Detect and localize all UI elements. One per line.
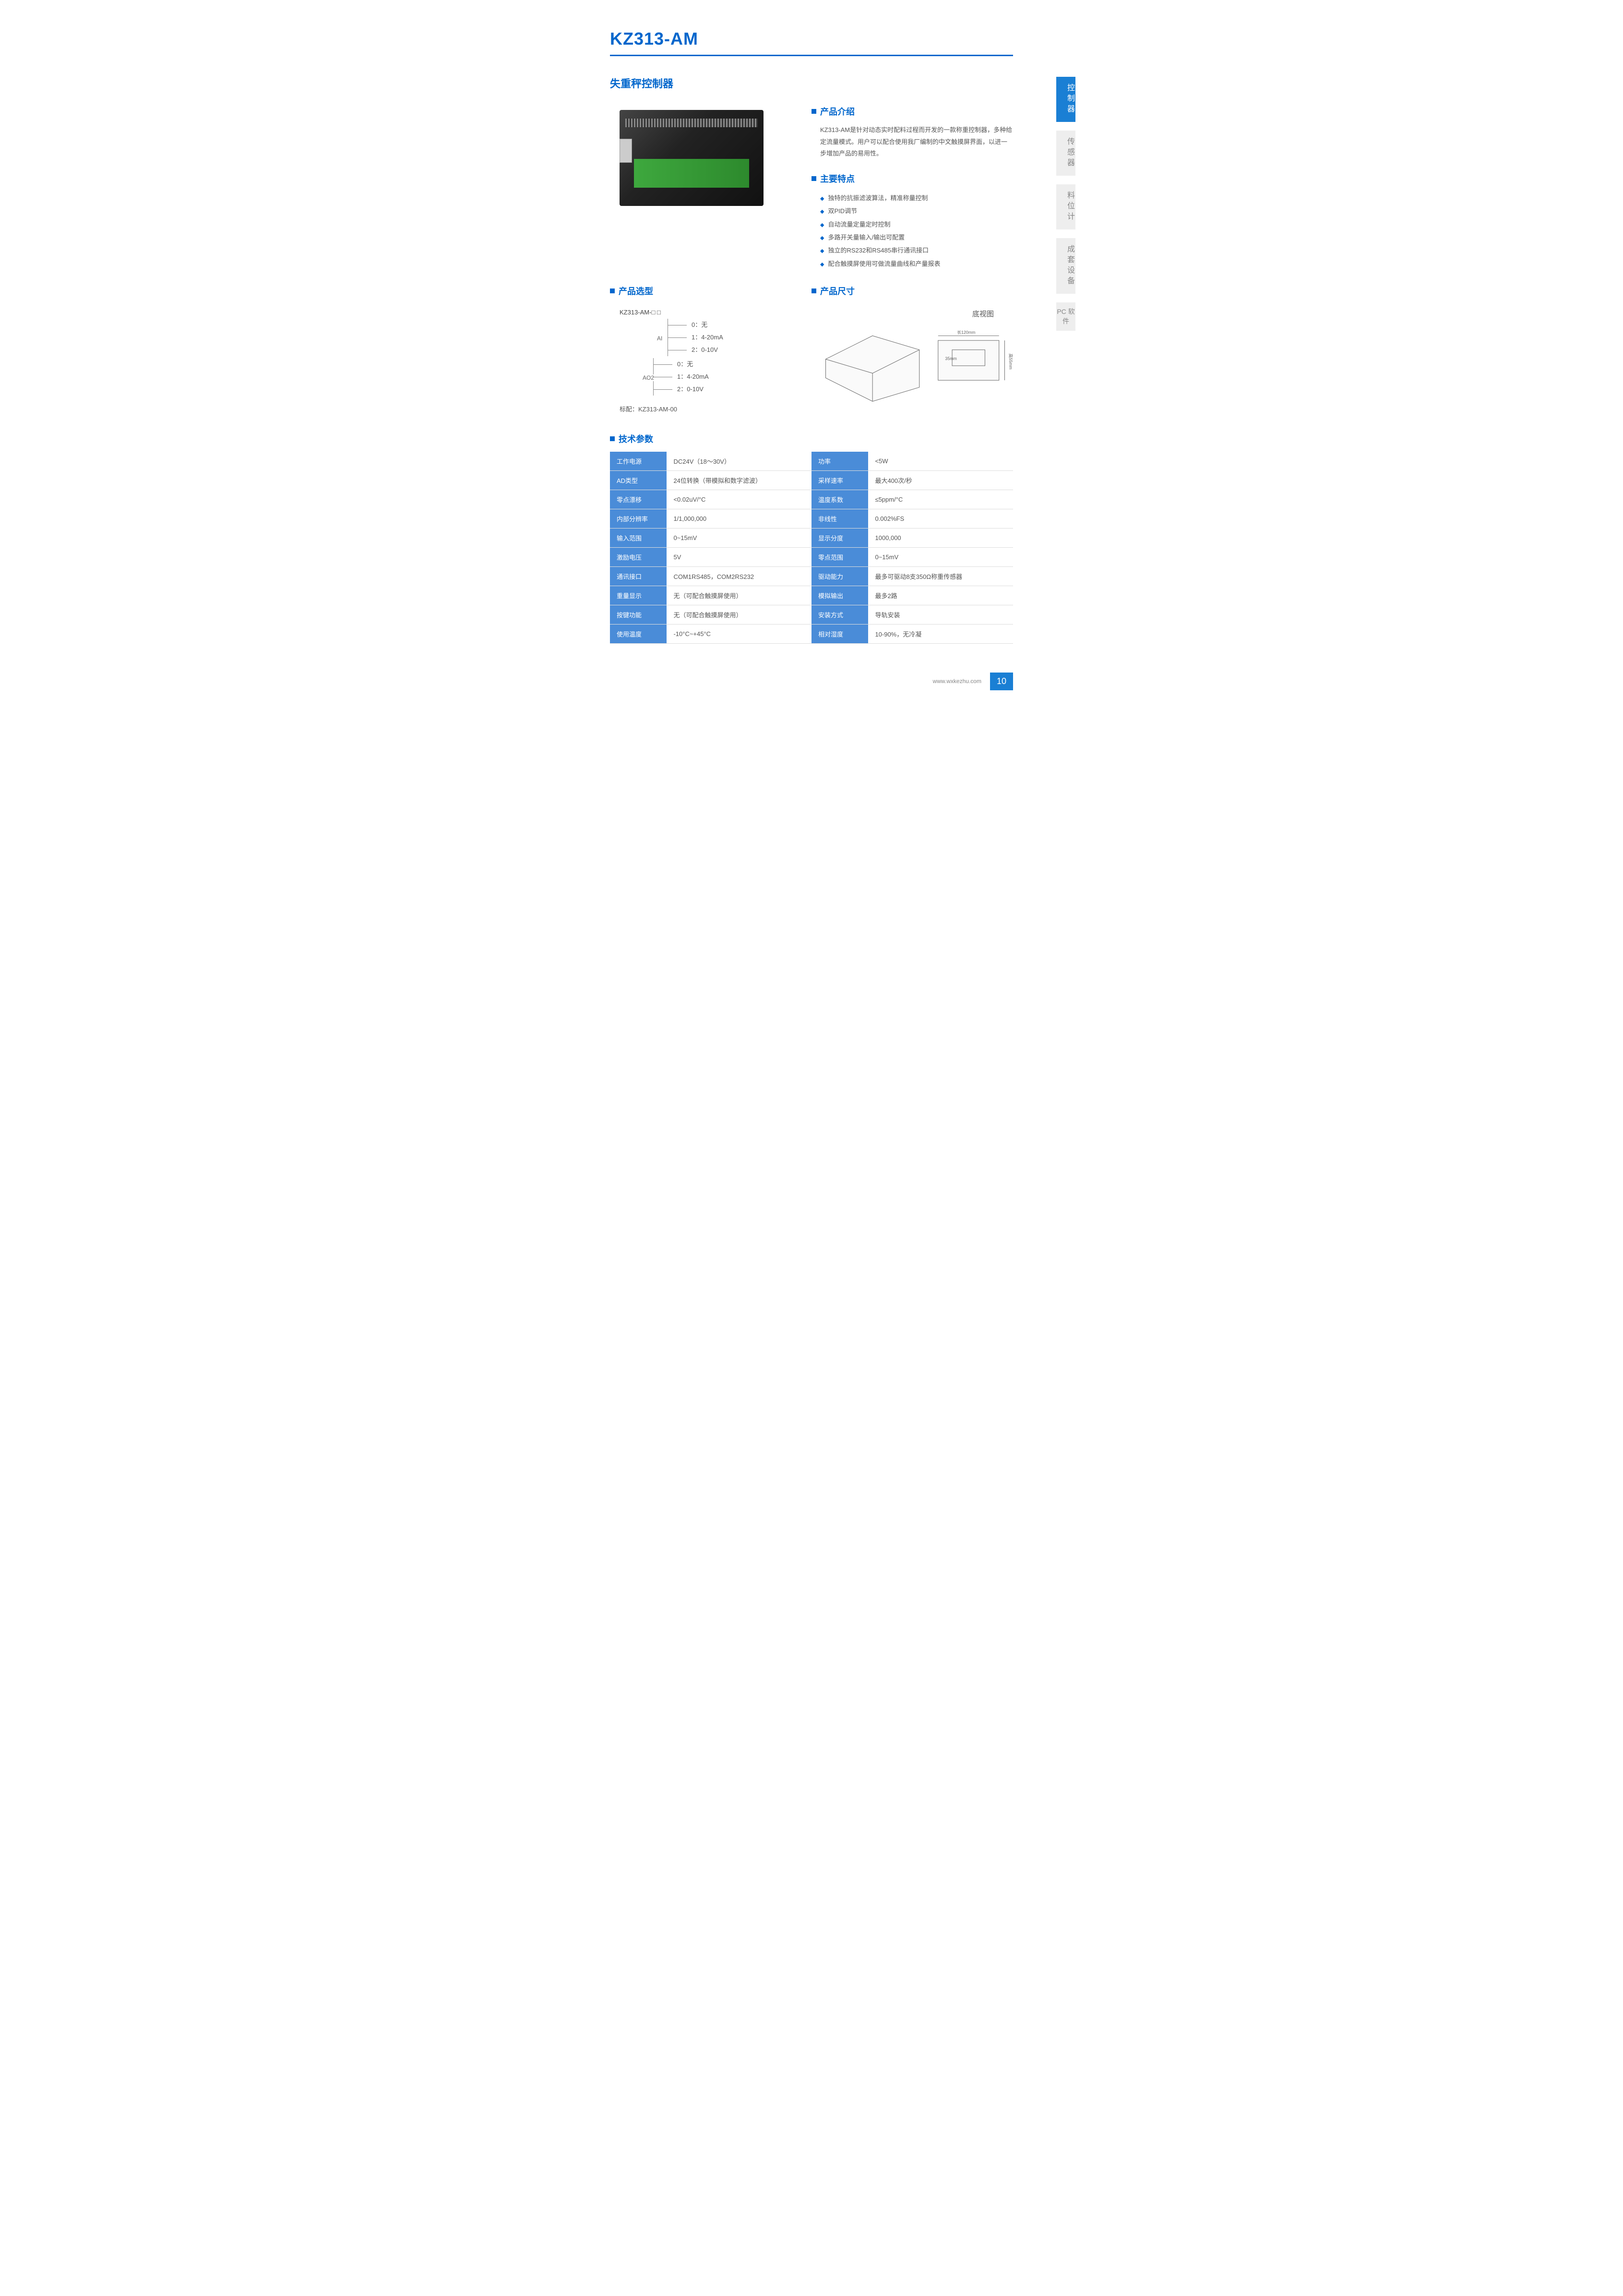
footer-page-number: 10 [990, 673, 1013, 690]
dim-din-text: 35mm [945, 356, 956, 361]
intro-col: 产品介绍 KZ313-AM是针对动态实时配料过程而开发的一款称重控制器，多种给定… [812, 105, 1013, 270]
side-tab-controller[interactable]: 控制器 [1056, 77, 1075, 122]
db-connector [620, 139, 632, 163]
table-row: AD类型24位转换（带模拟和数字滤波）采样速率最大400次/秒 [610, 470, 1013, 490]
dimensions-col: 产品尺寸 底视图 长120mm 高55mm 35mm [812, 285, 1013, 418]
side-tab-sensor[interactable]: 传感器 [1056, 131, 1075, 176]
page-footer: www.wxkezhu.com 10 [610, 673, 1013, 690]
intro-heading: 产品介绍 [812, 105, 1013, 118]
feature-item: 独特的抗振滤波算法，精准称量控制 [820, 192, 1013, 204]
page: KZ313-AM 失重秤控制器 产品介绍 KZ313-AM是针对动态实时配料过程… [572, 0, 1051, 709]
feature-item: 多路开关量输入/输出可配置 [820, 231, 1013, 244]
feature-item: 配合触摸屏使用可做流量曲线和产量报表 [820, 257, 1013, 270]
selection-option: 0：无 [687, 319, 792, 331]
model-title: KZ313-AM [610, 29, 1013, 49]
tech-section: 技术参数 工作电源DC24V（18～30V）功率<5W AD类型24位转换（带模… [610, 433, 1013, 644]
selection-option: 1：4-20mA [672, 371, 792, 383]
feature-item: 独立的RS232和RS485串行通讯接口 [820, 244, 1013, 257]
table-row: 工作电源DC24V（18～30V）功率<5W [610, 452, 1013, 471]
dimensions-heading: 产品尺寸 [812, 285, 1013, 297]
branch-tag: AO2 [642, 374, 655, 381]
product-photo [620, 110, 764, 206]
selection-branch-ao2: AO2 0：无 1：4-20mA 2：0-10V [653, 358, 792, 396]
selection-option: 1：4-20mA [687, 331, 792, 344]
selection-tree: AI 0：无 1：4-20mA 2：0-10V AO2 0：无 1：4-20mA… [620, 319, 792, 396]
dimensions-diagram: 底视图 长120mm 高55mm 35mm [812, 304, 1013, 409]
footer-url: www.wxkezhu.com [933, 678, 981, 685]
table-row: 使用温度-10°C~+45°C相对湿度10-90%，无冷凝 [610, 624, 1013, 643]
table-row: 输入范围0~15mV显示分度1000,000 [610, 528, 1013, 547]
intro-text: KZ313-AM是针对动态实时配料过程而开发的一款称重控制器，多种给定流量模式。… [812, 124, 1013, 160]
dim-height-text: 高55mm [1008, 353, 1013, 369]
upper-row: 产品介绍 KZ313-AM是针对动态实时配料过程而开发的一款称重控制器，多种给定… [610, 105, 1013, 270]
spec-tbody: 工作电源DC24V（18～30V）功率<5W AD类型24位转换（带模拟和数字滤… [610, 452, 1013, 644]
table-row: 激励电压5V零点范围0~15mV [610, 547, 1013, 566]
table-row: 零点漂移<0.02uV/°C温度系数≤5ppm/°C [610, 490, 1013, 509]
selection-option: 2：0-10V [672, 383, 792, 396]
spec-table: 工作电源DC24V（18～30V）功率<5W AD类型24位转换（带模拟和数字滤… [610, 452, 1013, 644]
table-row: 重量显示无（可配合触摸屏使用）模拟输出最多2路 [610, 586, 1013, 605]
selection-base: KZ313-AM-□ □ [620, 309, 792, 316]
selection-diagram: KZ313-AM-□ □ AI 0：无 1：4-20mA 2：0-10V AO2… [610, 304, 792, 418]
selection-col: 产品选型 KZ313-AM-□ □ AI 0：无 1：4-20mA 2：0-10… [610, 285, 792, 418]
table-row: 内部分辨率1/1,000,000非线性0.002%FS [610, 509, 1013, 528]
title-rule [610, 55, 1013, 56]
selection-option: 2：0-10V [687, 344, 792, 356]
side-tab-pc-software[interactable]: PC 软 件 [1056, 302, 1075, 331]
table-row: 按键功能无（可配合触摸屏使用）安装方式导轨安装 [610, 605, 1013, 624]
side-tab-equipment[interactable]: 成套设备 [1056, 238, 1075, 294]
side-tab-level[interactable]: 料位计 [1056, 184, 1075, 229]
selection-heading: 产品选型 [610, 285, 792, 297]
branch-tag: AI [656, 335, 663, 342]
tech-heading: 技术参数 [610, 433, 1013, 445]
bottom-view-label: 底视图 [816, 309, 994, 319]
dim-width-text: 长120mm [957, 329, 975, 335]
product-subtitle: 失重秤控制器 [610, 75, 1013, 91]
dimension-drawing: 长120mm 高55mm 35mm [816, 321, 1013, 407]
product-image-col [610, 105, 792, 270]
feature-item: 双PID调节 [820, 204, 1013, 217]
features-list: 独特的抗振滤波算法，精准称量控制 双PID调节 自动流量定量定时控制 多路开关量… [812, 192, 1013, 270]
selection-standard: 标配：KZ313-AM-00 [620, 404, 792, 413]
selection-option: 0：无 [672, 358, 792, 371]
middle-row: 产品选型 KZ313-AM-□ □ AI 0：无 1：4-20mA 2：0-10… [610, 285, 1013, 418]
selection-branch-ai: AI 0：无 1：4-20mA 2：0-10V [668, 319, 792, 356]
table-row: 通讯接口COM1RS485，COM2RS232驱动能力最多可驱动8支350Ω称重… [610, 566, 1013, 586]
features-heading: 主要特点 [812, 172, 1013, 185]
feature-item: 自动流量定量定时控制 [820, 218, 1013, 231]
side-tabs: 控制器 传感器 料位计 成套设备 PC 软 件 [1056, 77, 1075, 331]
